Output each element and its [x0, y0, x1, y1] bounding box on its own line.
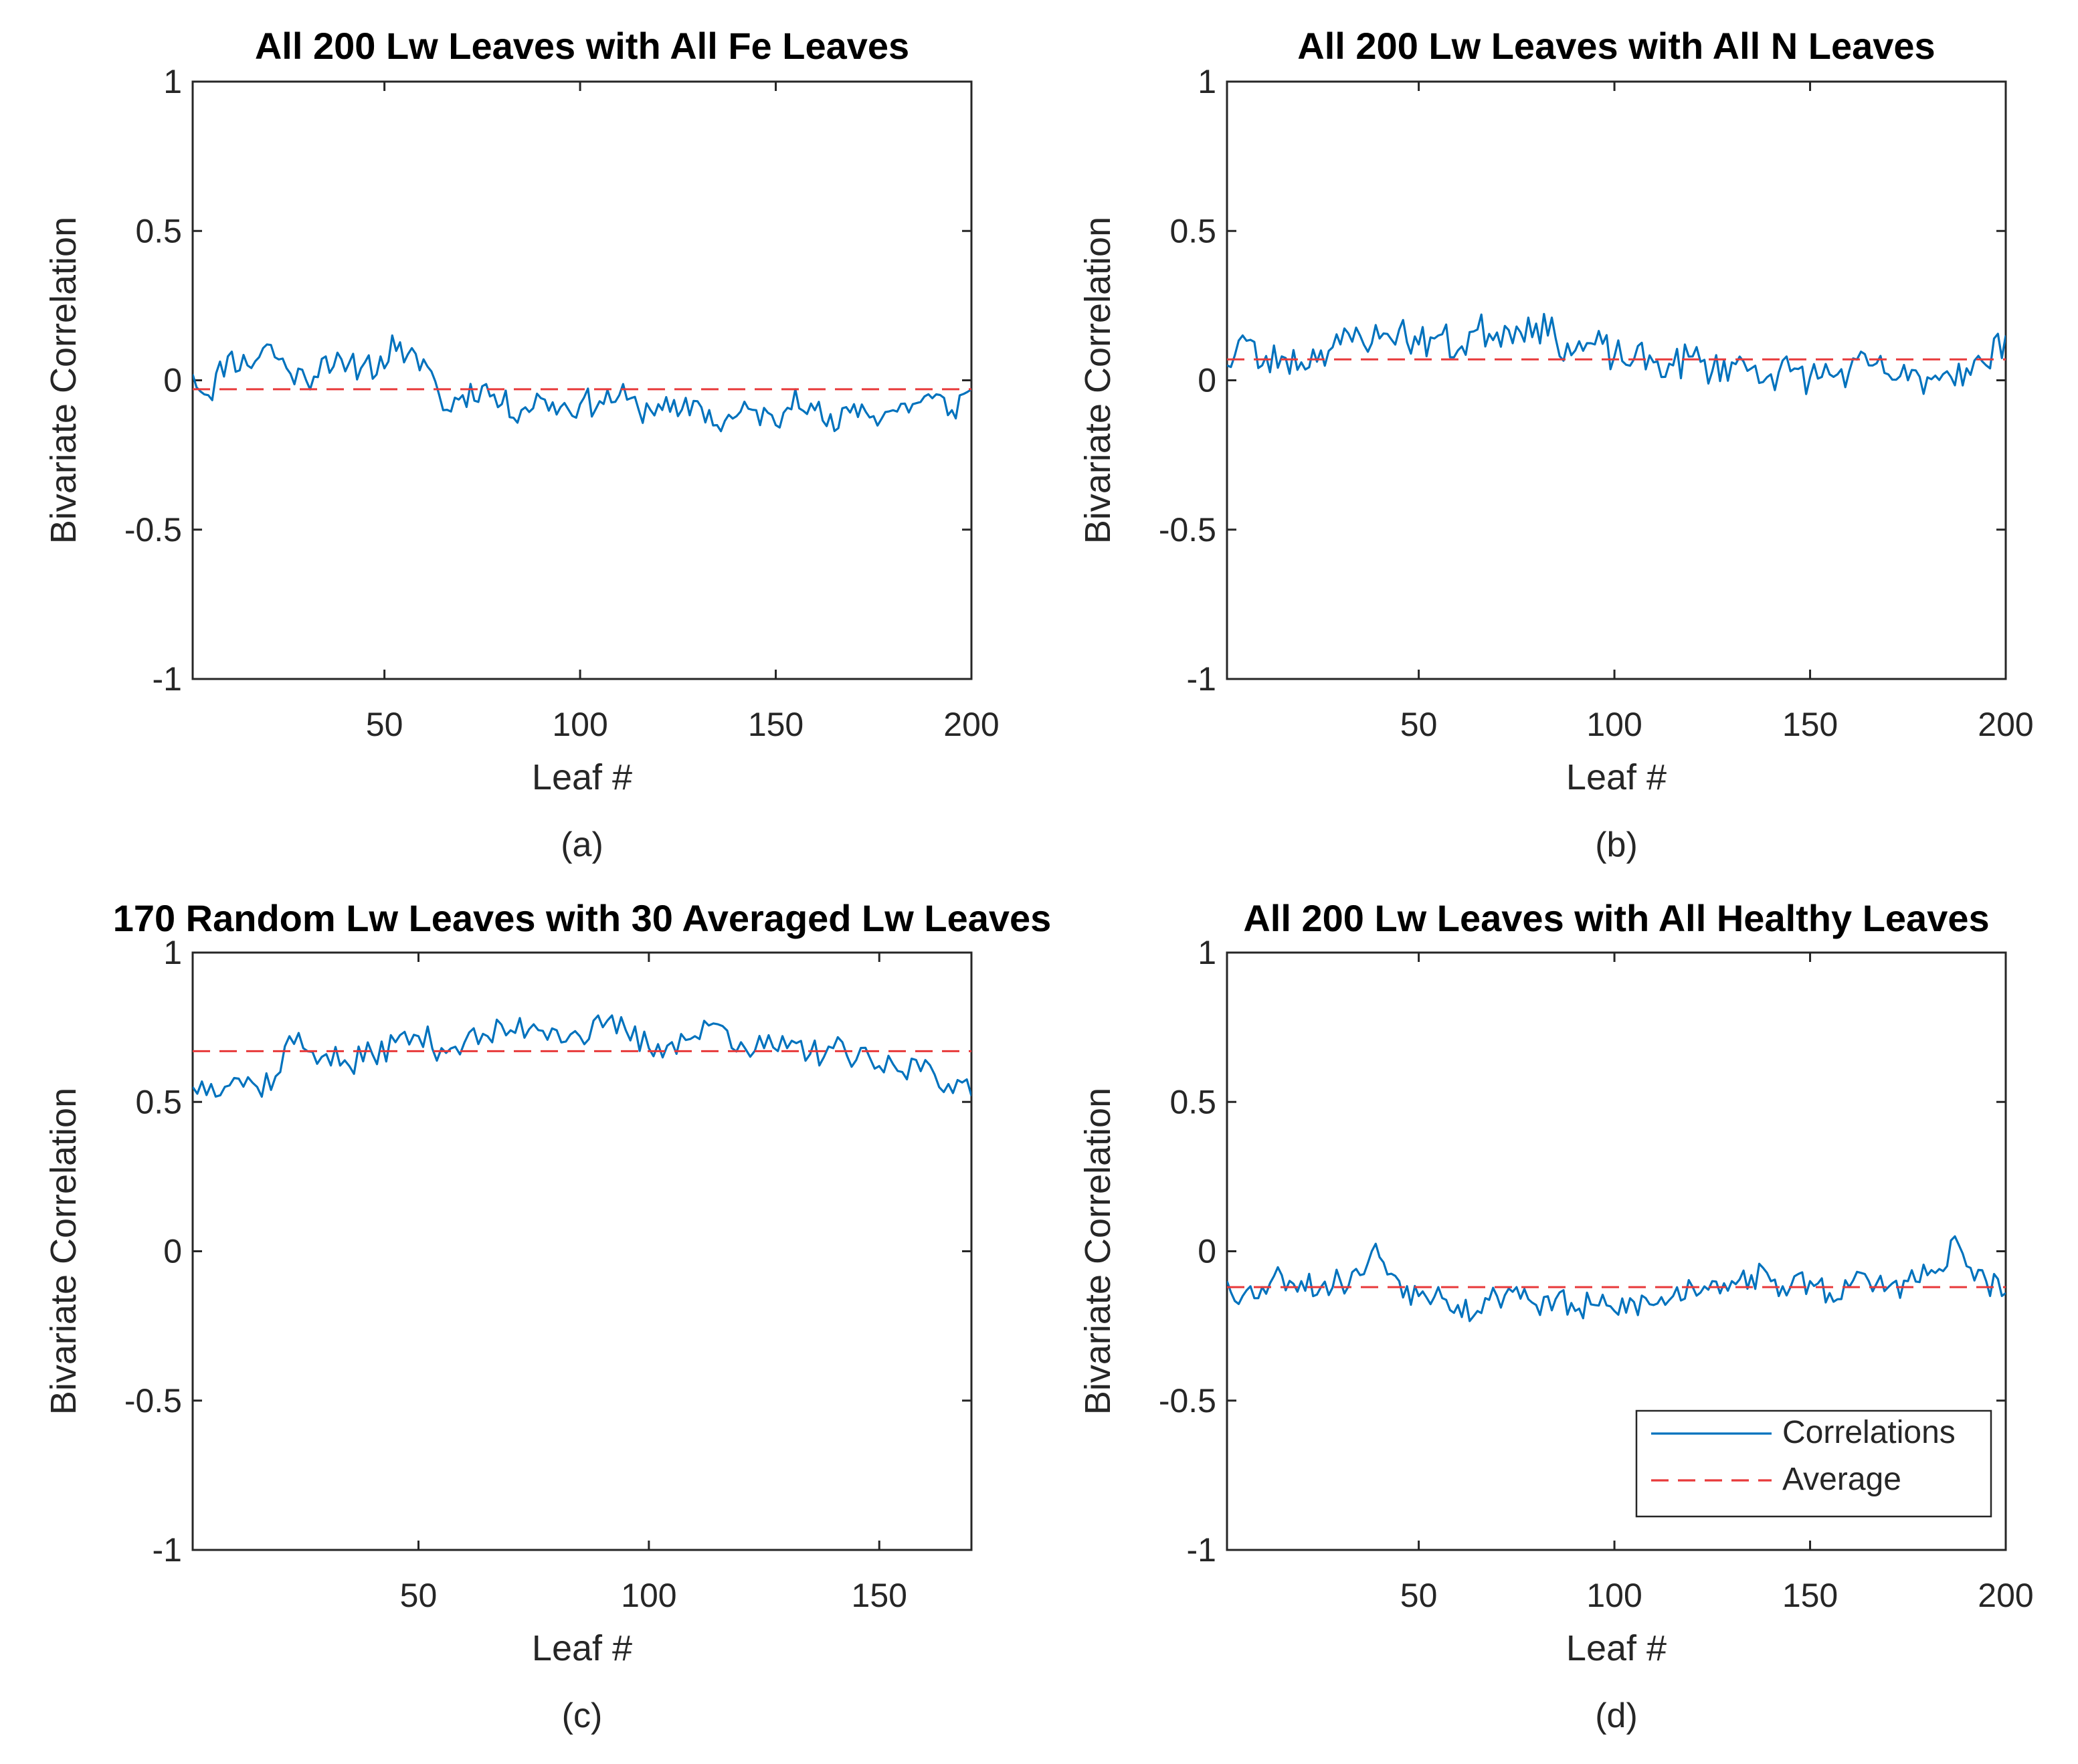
x-tick-label: 150 [1782, 1577, 1838, 1614]
y-tick-label: 0.5 [1169, 212, 1216, 250]
correlations-series [193, 1014, 971, 1098]
y-tick-label: 0 [1198, 1233, 1216, 1270]
x-tick-label: 100 [1586, 706, 1642, 743]
y-tick-label: -0.5 [124, 1382, 182, 1419]
axes-box [191, 80, 973, 680]
y-tick-label: -0.5 [1159, 1382, 1216, 1419]
correlations-series [1227, 1235, 2006, 1322]
chart-title: All 200 Lw Leaves with All Healthy Leave… [1243, 897, 1989, 939]
chart-title: All 200 Lw Leaves with All Fe Leaves [255, 25, 909, 67]
panel-a: All 200 Lw Leaves with All Fe Leaves -1 -0… [43, 25, 1000, 864]
correlations-series [1227, 312, 2006, 395]
y-tick-label: 0.5 [1169, 1083, 1216, 1120]
x-tick-label: 200 [943, 706, 999, 743]
panel-c: 170 Random Lw Leaves with 30 Averaged Lw… [43, 897, 1051, 1735]
panel-caption: (b) [1595, 825, 1638, 864]
x-tick-label: 100 [552, 706, 607, 743]
x-axis-label: Leaf # [532, 1628, 632, 1668]
y-tick-label: 0 [163, 1233, 182, 1270]
x-tick-label: 150 [748, 706, 804, 743]
x-tick-label: 100 [1586, 1577, 1642, 1614]
y-tick-label: -0.5 [124, 511, 182, 549]
y-axis-label: Bivariate Correlation [1078, 217, 1118, 544]
y-tick-label: 0 [1198, 362, 1216, 399]
y-tick-label: 1 [1198, 63, 1216, 100]
panel-b: All 200 Lw Leaves with All N Leaves -1 -0.… [1078, 25, 2034, 864]
chart-title: All 200 Lw Leaves with All N Leaves [1297, 25, 1935, 67]
chart-title: 170 Random Lw Leaves with 30 Averaged Lw… [113, 897, 1052, 939]
x-axis-label: Leaf # [1566, 757, 1667, 797]
y-tick-label: 1 [163, 934, 182, 971]
legend-average-label: Average [1782, 1462, 1901, 1497]
panel-caption: (c) [562, 1696, 603, 1735]
legend-box [1635, 1409, 1992, 1518]
x-tick-label: 50 [1400, 1577, 1438, 1614]
x-tick-label: 50 [1400, 706, 1438, 743]
y-tick-label: 0.5 [135, 1083, 182, 1120]
y-axis-label: Bivariate Correlation [43, 1088, 84, 1415]
correlations-series [193, 334, 971, 433]
y-axis-label: Bivariate Correlation [1078, 1088, 1118, 1415]
y-tick-label: 1 [1198, 934, 1216, 971]
y-tick-label: -1 [1187, 1531, 1216, 1569]
legend: Correlations Average [1635, 1409, 1992, 1518]
panel-caption: (a) [561, 825, 603, 864]
y-axis-label: Bivariate Correlation [43, 217, 84, 544]
panel-d: All 200 Lw Leaves with All Healthy Leave… [1078, 897, 2034, 1735]
x-tick-label: 200 [1978, 1577, 2033, 1614]
x-tick-label: 150 [852, 1577, 907, 1614]
panel-caption: (d) [1595, 1696, 1638, 1735]
x-tick-label: 200 [1978, 706, 2033, 743]
y-tick-label: -1 [153, 660, 182, 698]
axes-box [1226, 80, 2007, 680]
y-tick-label: 0 [163, 362, 182, 399]
y-tick-label: 1 [163, 63, 182, 100]
y-tick-label: -1 [1187, 660, 1216, 698]
x-tick-label: 150 [1782, 706, 1838, 743]
x-axis-label: Leaf # [1566, 1628, 1667, 1668]
y-tick-label: -0.5 [1159, 511, 1216, 549]
legend-correlations-label: Correlations [1782, 1415, 1956, 1450]
x-axis-label: Leaf # [532, 757, 632, 797]
x-tick-label: 100 [621, 1577, 676, 1614]
x-tick-label: 50 [366, 706, 403, 743]
x-tick-label: 50 [400, 1577, 438, 1614]
y-tick-label: -1 [153, 1531, 182, 1569]
y-tick-label: 0.5 [135, 212, 182, 250]
